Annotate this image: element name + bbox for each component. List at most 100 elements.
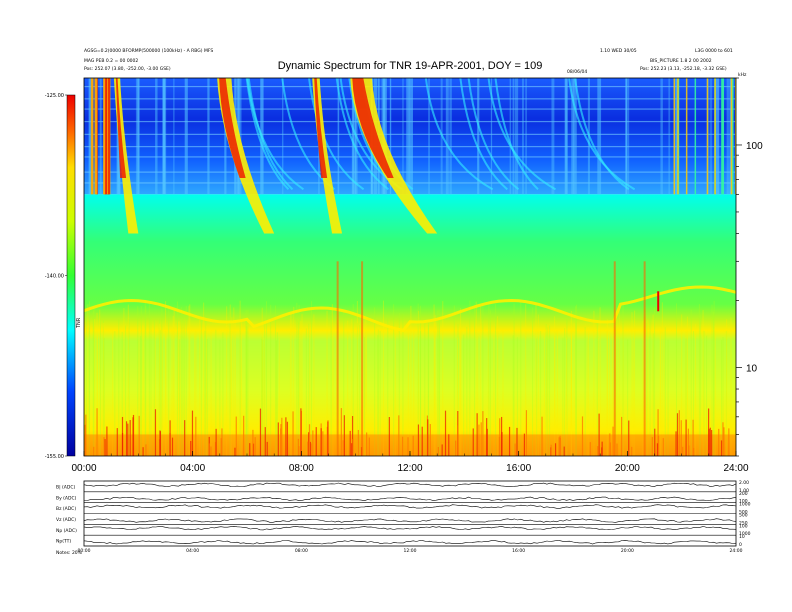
spectral-streak xyxy=(184,78,188,195)
spectral-streak xyxy=(573,78,577,195)
noise-streak xyxy=(685,330,687,456)
noise-streak xyxy=(434,322,436,456)
noise-spike xyxy=(541,416,543,456)
noise-streak xyxy=(137,306,139,456)
x-tick-label: 04:00 xyxy=(180,463,205,474)
spectral-streak xyxy=(509,78,512,195)
noise-streak xyxy=(153,320,155,456)
noise-streak xyxy=(457,324,459,456)
noise-streak xyxy=(229,304,231,456)
noise-spike xyxy=(349,430,351,456)
noise-streak xyxy=(138,339,140,456)
spectral-streak xyxy=(207,78,210,195)
noise-streak xyxy=(114,331,116,456)
noise-streak xyxy=(125,325,127,456)
spectral-streak xyxy=(565,78,568,195)
bottom-tick-label: 16:00 xyxy=(512,548,525,554)
noise-streak xyxy=(487,332,489,456)
noise-spike xyxy=(234,447,236,456)
noise-streak xyxy=(148,304,150,456)
noise-spike xyxy=(508,426,511,456)
noise-spike xyxy=(563,446,565,456)
noise-streak xyxy=(437,310,439,456)
noise-spike xyxy=(675,431,677,456)
noise-streak xyxy=(599,307,601,456)
noise-streak xyxy=(675,303,677,456)
noise-streak xyxy=(427,324,429,456)
noise-spike xyxy=(678,410,680,456)
spectral-streak xyxy=(409,78,413,195)
noise-spike xyxy=(320,428,322,456)
noise-streak xyxy=(433,304,435,456)
noise-streak xyxy=(722,337,724,456)
noise-spike xyxy=(516,427,518,456)
noise-streak xyxy=(246,326,248,456)
noise-streak xyxy=(179,336,181,456)
header-right-line1: 1.10 WED 30/05 xyxy=(600,48,637,54)
noise-streak xyxy=(532,307,534,456)
noise-streak xyxy=(407,321,409,456)
tall-spike xyxy=(613,261,616,456)
noise-streak xyxy=(331,304,333,456)
noise-streak xyxy=(721,339,723,456)
spectral-streak xyxy=(551,78,555,195)
noise-streak xyxy=(364,336,366,456)
spectral-streak xyxy=(99,78,102,195)
edge-noise xyxy=(677,78,679,195)
noise-streak xyxy=(230,331,232,456)
noise-streak xyxy=(480,306,482,456)
spectral-streak xyxy=(449,78,452,195)
noise-streak xyxy=(96,312,98,456)
noise-spike xyxy=(116,428,118,456)
noise-streak xyxy=(631,312,633,456)
spectral-streak xyxy=(173,78,175,195)
noise-streak xyxy=(661,302,663,456)
noise-streak xyxy=(103,337,105,456)
noise-streak xyxy=(456,337,458,456)
x-tick-label: 12:00 xyxy=(397,463,422,474)
noise-streak xyxy=(725,330,727,456)
bottom-tick-label: 20:00 xyxy=(621,548,634,554)
noise-spike xyxy=(722,422,724,456)
noise-streak xyxy=(428,321,430,456)
noise-streak xyxy=(178,321,180,456)
noise-spike xyxy=(322,431,324,456)
noise-spike xyxy=(628,420,630,456)
noise-spike xyxy=(84,424,86,456)
noise-spike xyxy=(728,428,730,456)
edge-noise xyxy=(722,78,725,195)
noise-spike xyxy=(138,415,140,456)
edge-noise xyxy=(706,78,709,195)
spectral-streak xyxy=(406,78,408,195)
noise-spike xyxy=(616,443,618,456)
noise-streak xyxy=(199,319,201,456)
noise-spike xyxy=(106,426,108,456)
red-feature xyxy=(657,291,660,312)
noise-spike xyxy=(657,435,660,456)
noise-spike xyxy=(581,416,584,456)
noise-streak xyxy=(182,312,184,456)
edge-noise xyxy=(105,78,108,195)
noise-streak xyxy=(291,312,293,456)
edge-noise xyxy=(694,78,697,195)
noise-streak xyxy=(185,306,187,456)
noise-streak xyxy=(466,326,468,456)
panel-tick-label: 2.00 xyxy=(739,480,749,486)
noise-streak xyxy=(387,315,389,456)
noise-spike xyxy=(249,443,251,456)
bottom-tick-label: 24:00 xyxy=(730,548,743,554)
panel-tick-label: 250 xyxy=(739,520,748,526)
noise-spike xyxy=(480,422,482,456)
spectral-streak xyxy=(668,78,671,195)
spectral-streak xyxy=(162,78,167,195)
noise-spike xyxy=(498,436,501,456)
noise-streak xyxy=(128,319,130,456)
noise-streak xyxy=(143,330,145,456)
noise-streak xyxy=(713,311,715,456)
colorbar-ticks: -125.00 -140.00 -155.00 xyxy=(45,93,67,460)
panel-tick-label: 500 xyxy=(739,510,748,516)
noise-streak xyxy=(264,323,266,456)
noise-spike xyxy=(235,416,237,456)
noise-streak xyxy=(326,310,328,456)
noise-streak xyxy=(94,318,96,456)
